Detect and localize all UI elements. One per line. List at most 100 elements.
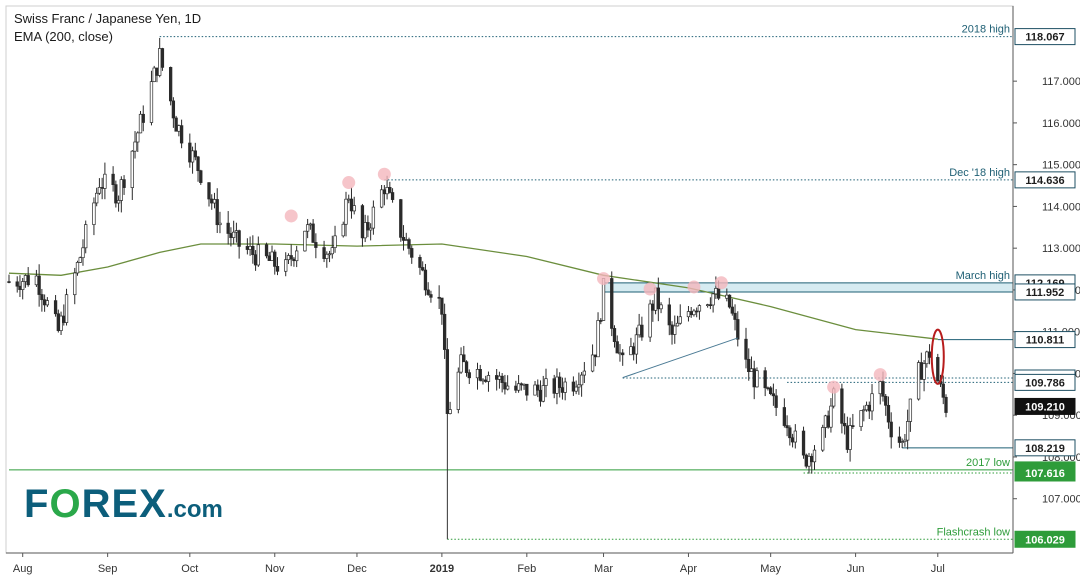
candle-up <box>692 310 696 316</box>
candle-down <box>851 425 855 428</box>
candle-up <box>596 320 600 358</box>
candle-up <box>190 150 195 163</box>
candle-down <box>538 389 543 402</box>
candle-up <box>95 192 99 204</box>
candle-up <box>21 281 25 290</box>
candle-down <box>289 255 293 260</box>
candle-down <box>360 205 365 239</box>
candle-up <box>629 346 633 356</box>
candle-down <box>826 415 830 428</box>
logo-part2: REX <box>81 482 167 526</box>
candle-down <box>771 393 776 397</box>
candle-up <box>177 125 181 132</box>
candle-down <box>199 170 203 183</box>
candle-up <box>675 322 680 327</box>
candle-down <box>215 199 219 226</box>
y-tick-label: 116.000 <box>1042 118 1080 130</box>
candle-up <box>286 255 291 261</box>
x-tick-label: Mar <box>594 563 613 575</box>
candle-down <box>314 242 318 248</box>
price-label-box <box>1014 283 1076 301</box>
candle-up <box>749 368 754 372</box>
candle-up <box>900 441 904 443</box>
candle-up <box>363 222 367 239</box>
x-tick-label: Nov <box>265 563 285 575</box>
candle-down <box>810 455 814 463</box>
candle-down <box>840 388 844 424</box>
candle-down <box>366 222 370 231</box>
candle-down <box>727 294 732 308</box>
candle-up <box>459 354 463 373</box>
candle-down <box>656 287 660 310</box>
candle-up <box>714 288 718 295</box>
candle-up <box>270 251 274 261</box>
candle-down <box>382 189 386 195</box>
candle-up <box>284 259 288 272</box>
candle-down <box>160 48 165 68</box>
price-label-text: 114.636 <box>1025 175 1064 187</box>
candle-down <box>445 349 450 414</box>
indicator-label: EMA (200, close) <box>14 29 113 44</box>
level-text-label: 2018 high <box>962 24 1010 36</box>
price-label-text: 108.219 <box>1025 443 1065 455</box>
candle-up <box>78 257 82 263</box>
candle-down <box>744 338 748 360</box>
candle-down <box>273 251 277 267</box>
candle-up <box>905 421 910 441</box>
candle-down <box>442 313 447 350</box>
candle-down <box>552 378 556 394</box>
candle-down <box>886 404 891 423</box>
candle-up <box>829 405 833 428</box>
candle-down <box>349 198 354 212</box>
price-label-box <box>1014 373 1076 391</box>
candle-down <box>100 187 104 189</box>
candle-down <box>388 187 392 193</box>
candle-up <box>686 311 691 318</box>
candle-down <box>769 387 773 395</box>
candle-down <box>437 296 441 299</box>
candle-up <box>673 325 677 335</box>
candle-up <box>848 425 852 450</box>
candle-down <box>519 383 523 386</box>
candle-up <box>303 230 307 252</box>
candle-up <box>138 113 143 134</box>
candle-up <box>563 381 567 393</box>
candle-up <box>212 199 217 204</box>
candle-up <box>295 250 299 262</box>
x-tick-label: Jul <box>931 563 945 575</box>
candle-down <box>845 425 850 450</box>
peak-highlight-circle <box>342 176 356 190</box>
candle-down <box>275 266 280 272</box>
peak-highlight-circle <box>714 276 728 290</box>
candle-up <box>497 375 502 380</box>
x-tick-label: Oct <box>181 563 198 575</box>
level-text-label: March high <box>956 270 1010 282</box>
candle-down <box>610 278 614 329</box>
candle-up <box>75 262 80 274</box>
candle-down <box>782 407 787 426</box>
candle-up <box>305 224 310 232</box>
candles-layer <box>7 37 948 474</box>
candle-down <box>426 289 430 295</box>
candle-down <box>62 315 66 323</box>
candle-down <box>423 269 428 291</box>
candle-down <box>944 396 948 413</box>
candle-down <box>155 67 159 76</box>
x-tick-label: Apr <box>680 563 697 575</box>
forex-logo: FOREX.com <box>24 482 223 527</box>
ema-200-line <box>8 243 938 340</box>
candle-down <box>40 294 44 301</box>
peak-highlight-circle <box>377 167 391 181</box>
chart-header: Swiss Franc / Japanese Yen, 1D EMA (200,… <box>14 10 201 46</box>
candle-up <box>755 370 759 388</box>
y-tick-label: 114.000 <box>1042 201 1080 213</box>
candle-down <box>418 256 422 268</box>
candle-up <box>325 253 329 259</box>
candle-down <box>464 361 469 373</box>
peak-highlight-circle <box>643 282 657 296</box>
price-label-box <box>1014 464 1076 482</box>
candle-down <box>536 384 540 391</box>
candle-down <box>292 258 296 262</box>
candle-down <box>708 304 713 307</box>
candle-down <box>311 223 315 243</box>
